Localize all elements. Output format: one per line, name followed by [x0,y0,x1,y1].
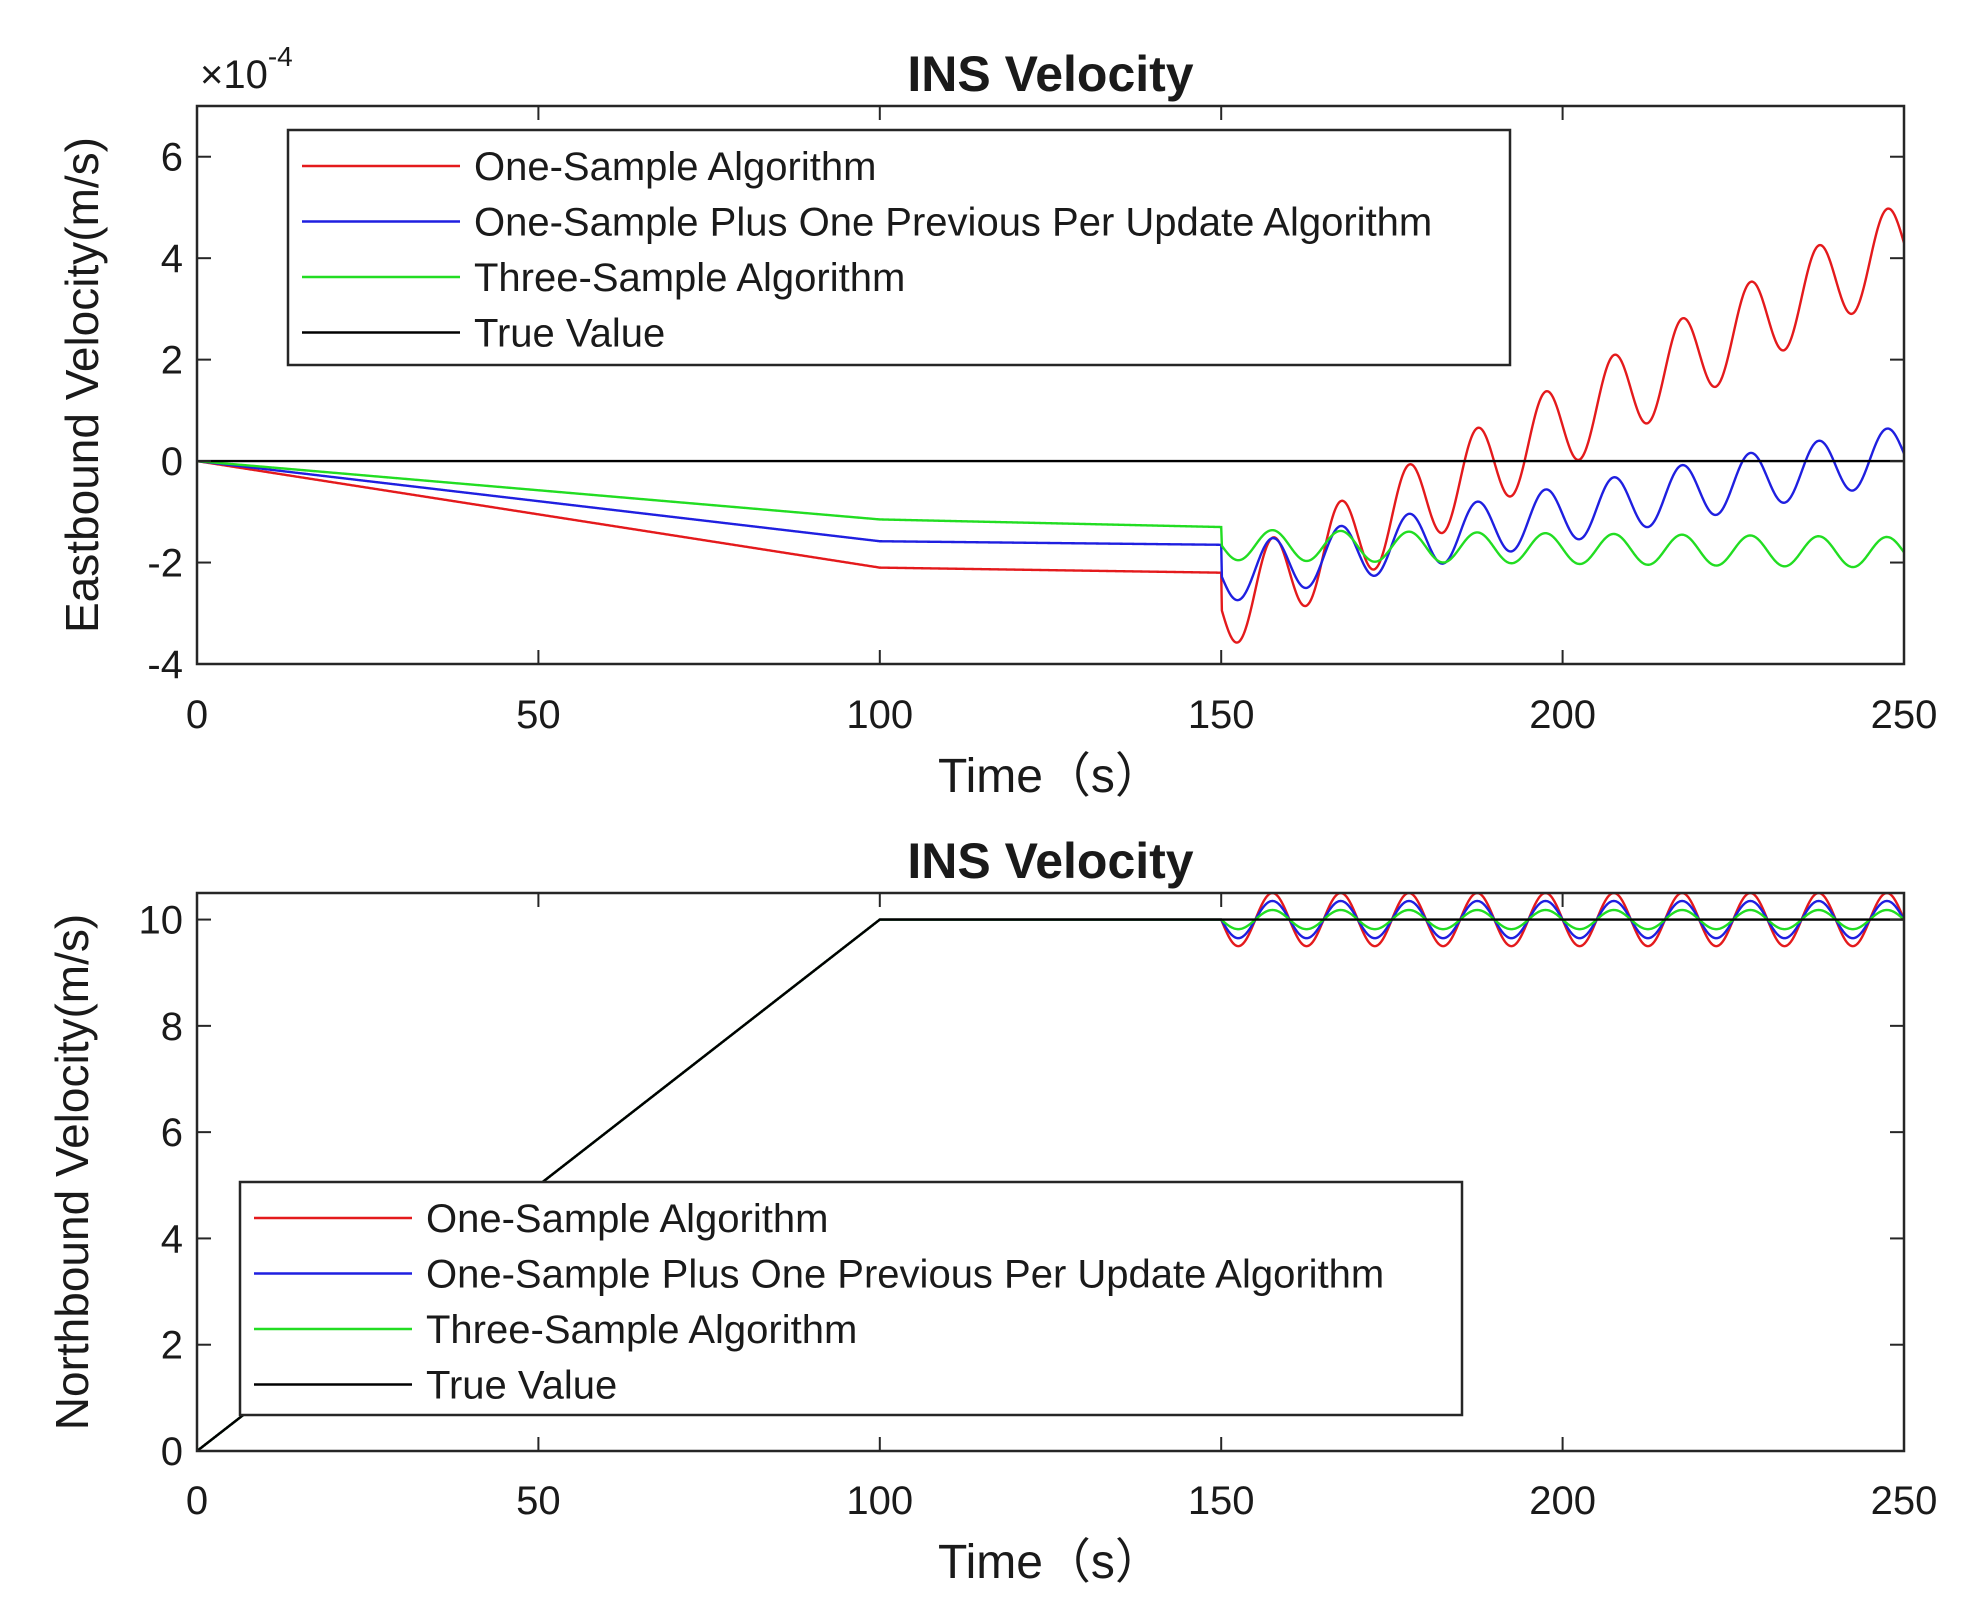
series-line-0 [197,207,1904,644]
x-tick-label: 150 [1188,693,1255,737]
x-tick-label: 200 [1529,693,1596,737]
x-axis-label: Time（s） [938,750,1163,803]
y-tick-label: 4 [161,237,183,281]
legend-entry: One-Sample Plus One Previous Per Update … [426,1253,1384,1297]
y-tick-label: 0 [161,1430,183,1474]
x-tick-label: 0 [186,693,208,737]
legend-entry: One-Sample Algorithm [474,145,876,189]
x-tick-label: 0 [186,1479,208,1523]
legend: One-Sample Algorithm One-Sample Plus One … [238,1180,1464,1417]
series-lines [197,207,1904,644]
y-axis-label: Northbound Velocity(m/s) [46,914,98,1430]
eastbound-velocity-chart: 0 50 100 150 200 250 -4 -2 0 2 4 6 ×10-4 INS Velocity… [56,41,1937,803]
y-tick-label: -2 [147,542,183,586]
y-tick-label: -4 [147,643,183,687]
x-tick-label: 250 [1871,693,1938,737]
x-axis-label: Time（s） [938,1536,1163,1589]
y-axis-label: Eastbound Velocity(m/s) [56,137,108,633]
series-line-2 [197,459,1904,569]
y-tick-label: 2 [161,339,183,383]
y-tick-label: 2 [161,1324,183,1368]
northbound-velocity-chart: 0 50 100 150 200 250 0 2 4 6 8 10 INS Velocity Time（s… [46,833,1937,1589]
x-tick-label: 100 [846,693,913,737]
x-tick-label: 100 [846,1479,913,1523]
legend-entry: Three-Sample Algorithm [426,1308,857,1352]
x-tick-label: 200 [1529,1479,1596,1523]
y-exponent-power: -4 [268,41,293,72]
legend-box [238,1180,1464,1417]
legend-entry: One-Sample Algorithm [426,1197,828,1241]
legend-entry: One-Sample Plus One Previous Per Update … [474,201,1432,245]
y-tick-label: 6 [161,1111,183,1155]
legend-entry: True Value [474,312,665,356]
axes-box [195,891,1906,1453]
axes-box [195,104,1906,666]
x-tick-label: 50 [516,1479,561,1523]
x-tick-label: 50 [516,693,561,737]
y-tick-label: 6 [161,136,183,180]
chart-title: INS Velocity [907,833,1193,889]
x-tick-label: 250 [1871,1479,1938,1523]
series-line-1 [197,427,1904,602]
y-tick-label: 4 [161,1217,183,1261]
legend-entry: Three-Sample Algorithm [474,256,905,300]
legend-entry: True Value [426,1364,617,1408]
y-exponent-label: ×10-4 [200,41,293,97]
y-tick-label: 10 [139,899,184,943]
chart-title: INS Velocity [907,46,1193,102]
y-tick-label: 8 [161,1005,183,1049]
legend: One-Sample Algorithm One-Sample Plus One … [286,128,1512,367]
x-tick-label: 150 [1188,1479,1255,1523]
y-tick-label: 0 [161,440,183,484]
legend-box [286,128,1512,367]
